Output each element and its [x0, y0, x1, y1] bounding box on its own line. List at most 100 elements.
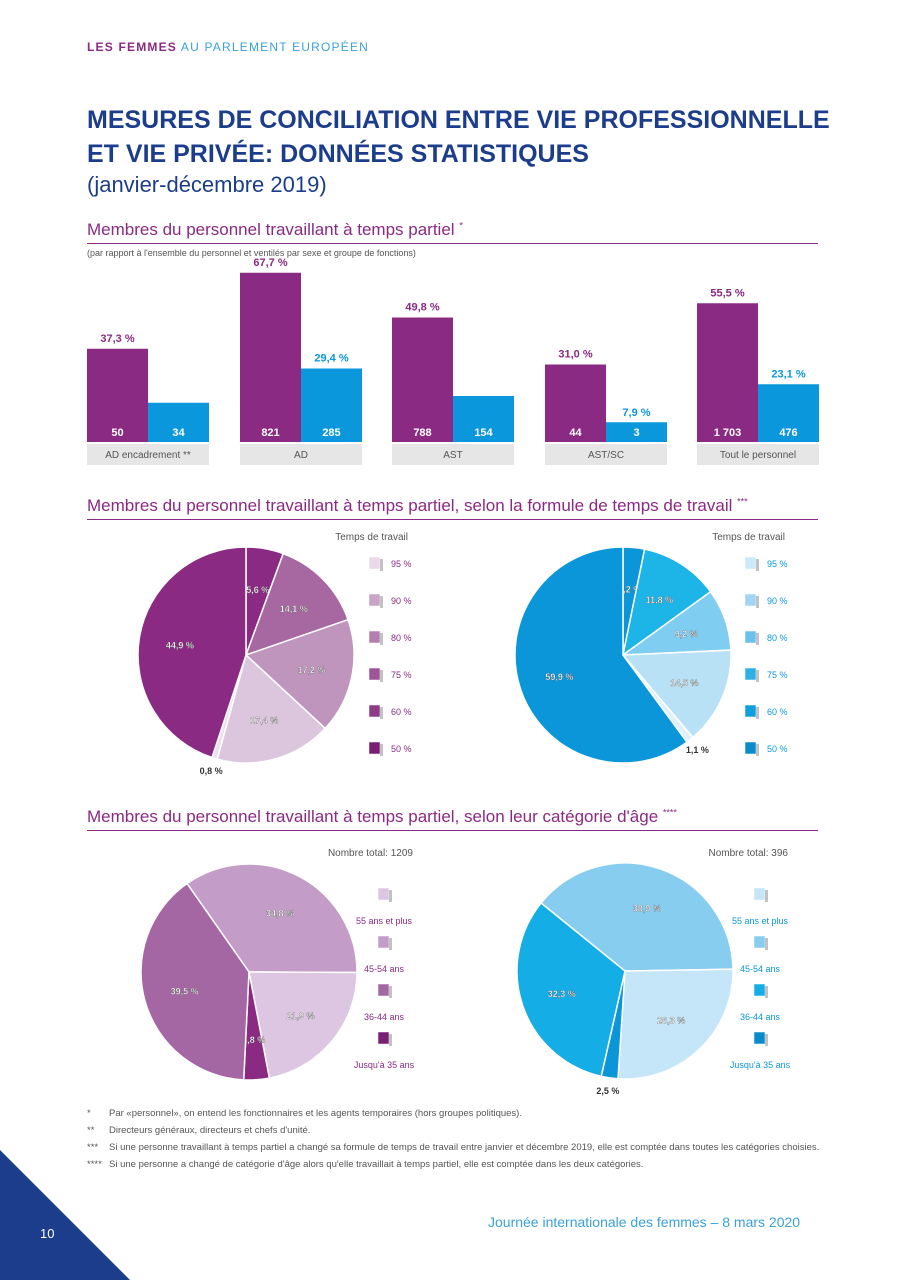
pie-slice-label: 2,5 %	[596, 1086, 619, 1096]
legend-swatch	[744, 593, 757, 607]
category-label: AST	[443, 450, 462, 461]
bar-value-label: 23,1 %	[771, 368, 805, 380]
bar	[453, 396, 514, 442]
legend-label: 45-54 ans	[364, 964, 405, 974]
category-band	[240, 444, 362, 465]
legend-label: 36-44 ans	[740, 1012, 781, 1022]
pie-slice-label: 0,8 %	[200, 766, 223, 776]
pie-slice	[140, 882, 250, 1081]
footnote-2: ** Directeurs généraux, directeurs et che…	[87, 1125, 847, 1136]
legend-swatch	[377, 887, 390, 901]
bar	[606, 422, 667, 442]
page-subtitle: (janvier-décembre 2019)	[87, 172, 327, 197]
legend-label: Jusqu'à 35 ans	[730, 1060, 791, 1070]
legend-label: 95 %	[391, 559, 412, 569]
legend-swatch	[753, 983, 766, 997]
bar-count-label: 1 703	[714, 427, 742, 439]
pie-slice	[617, 968, 734, 1080]
legend-label: 75 %	[767, 670, 788, 680]
bar	[301, 368, 362, 442]
pie-slice-label: 39,5 %	[171, 987, 199, 997]
footnote-4: **** Si une personne a changé de catégori…	[87, 1159, 847, 1170]
legend-label: 50 %	[391, 744, 412, 754]
pie-slice	[621, 548, 712, 657]
section-title-worktime: Membres du personnel travaillant à temps…	[87, 496, 818, 520]
bar-value-label: 31,0 %	[558, 349, 592, 361]
footnote-3-text: Si une personne travaillant à temps part…	[109, 1142, 820, 1153]
bar-value-label: 18,4 %	[466, 407, 500, 419]
pie-slice-label: 34,8 %	[266, 909, 294, 919]
pie-slice-label: 32,3 %	[548, 989, 576, 999]
legend-title: Nombre total: 1209	[328, 848, 413, 859]
legend-swatch	[744, 667, 757, 681]
pie-slice-label: 59,9 %	[545, 672, 573, 682]
pie-slice-label: 3,8 %	[242, 1035, 265, 1045]
legend-label: 80 %	[767, 633, 788, 643]
footnote-3-mark: ***	[87, 1142, 99, 1153]
pie-slice-label: 11,8 %	[646, 595, 674, 605]
header-part2: AU PARLEMENT EUROPÉEN	[180, 40, 370, 54]
legend-swatch-shade	[380, 707, 383, 719]
legend-swatch	[368, 593, 381, 607]
legend-swatch	[753, 935, 766, 949]
pie-slice-label: 3,2 %	[618, 584, 641, 594]
bar-count-label: 821	[261, 427, 279, 439]
legend-swatch-shade	[389, 1034, 392, 1046]
legend-swatch	[744, 704, 757, 718]
bar-count-label: 154	[474, 427, 493, 439]
footnote-3: *** Si une personne travaillant à temps p…	[87, 1142, 847, 1153]
legend-title: Temps de travail	[335, 532, 408, 543]
category-label: AD	[294, 450, 308, 461]
footnote-1-mark: *	[87, 1108, 91, 1119]
legend-swatch	[368, 556, 381, 570]
legend-title: Temps de travail	[712, 532, 785, 543]
category-label: AD encadrement **	[105, 450, 191, 461]
section-title-worktime-text: Membres du personnel travaillant à temps…	[87, 496, 733, 515]
section-title-worktime-mark: ***	[737, 496, 748, 507]
legend-swatch-shade	[756, 633, 759, 645]
legend-label: 45-54 ans	[740, 964, 781, 974]
category-label: Tout le personnel	[720, 450, 796, 461]
page-number: 10	[40, 1226, 55, 1241]
legend-swatch	[368, 667, 381, 681]
legend-swatch-shade	[756, 670, 759, 682]
pie-slice	[514, 546, 688, 764]
pie-slice-label: 14,5 %	[670, 678, 698, 688]
category-band	[545, 444, 667, 465]
legend-label: 55 ans et plus	[356, 916, 413, 926]
page-title: MESURES DE CONCILIATION ENTRE VIE PROFES…	[87, 103, 847, 171]
category-band	[392, 444, 514, 465]
footnote-1-text: Par «personnel», on entend les fonctionn…	[109, 1108, 522, 1119]
legend-swatch	[377, 983, 390, 997]
legend-swatch	[744, 741, 757, 755]
footnote-2-text: Directeurs généraux, directeurs et chefs…	[109, 1125, 311, 1136]
legend-swatch-shade	[765, 938, 768, 950]
bar	[697, 303, 758, 442]
legend-swatch-shade	[756, 559, 759, 571]
legend-label: 75 %	[391, 670, 412, 680]
pie-slice	[516, 901, 626, 1078]
pie-slice-label: 1,1 %	[686, 745, 709, 755]
bar-count-label: 50	[111, 427, 123, 439]
legend-swatch	[368, 741, 381, 755]
legend-swatch	[377, 1031, 390, 1045]
section-note: (par rapport à l'ensemble du personnel e…	[87, 248, 416, 258]
pie-slice	[540, 862, 734, 972]
legend-label: 60 %	[767, 707, 788, 717]
bar-count-label: 285	[322, 427, 340, 439]
bar-count-label: 788	[413, 427, 431, 439]
legend-swatch-shade	[389, 890, 392, 902]
legend-swatch-shade	[765, 986, 768, 998]
bar	[87, 348, 148, 442]
footnote-2-mark: **	[87, 1125, 95, 1136]
header-part1: LES FEMMES	[87, 40, 178, 54]
legend-swatch-shade	[389, 986, 392, 998]
pie-chart-age-men: 38,9 % 26,3 % 2,5 % 32,3 % Nombre total: 396…	[516, 848, 791, 1096]
bar-value-label: 67,7 %	[253, 257, 287, 269]
bar-value-label: 7,9 %	[622, 407, 650, 419]
bar-count-label: 44	[569, 427, 582, 439]
category-band	[697, 444, 819, 465]
bar-chart: AD encadrement ** 37,3 % 50 15,7 % 34 AD 67,7 …	[87, 257, 819, 465]
pie-chart-worktime-women: 5,6 % 14,1 % 17,2 % 17,4 % 0,8 % 44,9 % Temps …	[137, 532, 412, 776]
